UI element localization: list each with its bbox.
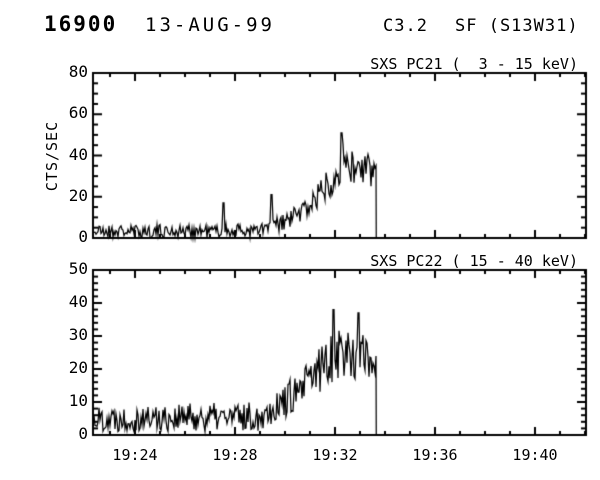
pc21-plot-title: SXS PC21 ( 3 - 15 keV) bbox=[370, 55, 578, 73]
x-tick-label: 19:40 bbox=[512, 446, 558, 464]
pc22-plot-title: SXS PC22 ( 15 - 40 keV) bbox=[370, 252, 578, 270]
y-tick-label: 10 bbox=[68, 391, 88, 410]
y-tick-label: 0 bbox=[78, 424, 88, 443]
x-tick-label: 19:36 bbox=[412, 446, 458, 464]
y-tick-label: 30 bbox=[68, 325, 88, 344]
x-tick-label: 19:28 bbox=[212, 446, 258, 464]
y-tick-label: 50 bbox=[68, 259, 88, 278]
y-tick-label: 60 bbox=[68, 103, 88, 123]
x-tick-label: 19:24 bbox=[112, 446, 158, 464]
y-tick-label: 40 bbox=[68, 292, 88, 311]
event-date: 13-AUG-99 bbox=[145, 14, 275, 36]
goes-class: C3.2 bbox=[383, 16, 428, 36]
y-tick-label: 20 bbox=[68, 185, 88, 205]
y-tick-label: 40 bbox=[68, 144, 88, 164]
y-tick-label: 20 bbox=[68, 358, 88, 377]
y-tick-label: 0 bbox=[78, 227, 88, 246]
event-number: 16900 bbox=[44, 12, 118, 36]
flare-location: SF (S13W31) bbox=[455, 16, 579, 36]
x-tick-label: 19:32 bbox=[312, 446, 358, 464]
y-tick-label: 80 bbox=[68, 62, 88, 81]
